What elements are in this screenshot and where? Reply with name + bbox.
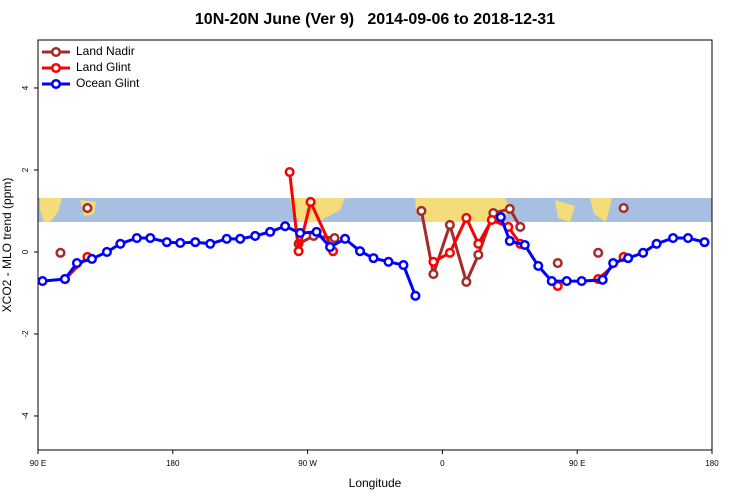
data-point (473, 249, 484, 260)
data-point (504, 203, 515, 214)
data-point (354, 246, 366, 257)
data-point (495, 212, 506, 223)
y-tick-label: 4 (21, 85, 30, 90)
data-point (552, 257, 563, 269)
data-point (651, 238, 662, 249)
data-point (86, 253, 97, 264)
data-point (235, 233, 246, 244)
legend-marker (50, 46, 62, 58)
data-point (115, 238, 126, 249)
data-point (682, 232, 694, 244)
data-point (284, 166, 295, 178)
data-point (504, 235, 515, 246)
legend-label: Land Nadir (76, 44, 135, 58)
data-point (428, 256, 439, 267)
data-point (71, 257, 82, 269)
land-shape (40, 198, 62, 222)
data-point (293, 246, 304, 257)
x-axis-label: Longitude (349, 476, 402, 490)
y-axis-label: XCO2 - MLO trend (ppm) (0, 178, 14, 313)
y-tick-label: -2 (21, 330, 30, 338)
data-point (473, 238, 484, 249)
land-shape (415, 198, 512, 222)
data-point (461, 276, 472, 287)
land-shape (555, 198, 612, 222)
data-point (82, 203, 93, 214)
x-tick-label: 180 (166, 459, 180, 468)
data-point (265, 226, 276, 237)
x-tick-label: 90 W (298, 459, 317, 468)
data-point (305, 196, 316, 207)
y-tick-label: 2 (21, 167, 30, 172)
plot-frame (37, 39, 713, 451)
map-strip (38, 198, 712, 222)
data-point (325, 242, 336, 253)
data-point (329, 232, 340, 244)
data-point (428, 269, 439, 280)
data-point (161, 237, 172, 248)
data-point (280, 221, 291, 232)
series (55, 203, 629, 287)
x-tick-label: 180 (705, 459, 719, 468)
land-shape (290, 198, 345, 222)
data-point (519, 239, 530, 251)
data-point (55, 247, 66, 258)
data-point (383, 256, 394, 267)
data-point (608, 257, 619, 269)
data-point (638, 247, 649, 258)
data-point (699, 237, 710, 248)
data-point (190, 237, 201, 248)
legend-marker (50, 62, 62, 74)
data-point (416, 205, 427, 217)
y-tick-label: -4 (21, 412, 30, 420)
legend-label: Ocean Glint (76, 76, 140, 90)
chart-title: 10N-20N June (Ver 9) 2014-09-06 to 2018-… (195, 11, 555, 28)
data-point (461, 212, 472, 223)
legend-marker (50, 78, 62, 90)
data-point (410, 290, 421, 301)
y-tick-label: 0 (21, 249, 30, 254)
data-point (398, 260, 409, 271)
data-point (593, 247, 604, 258)
data-point (368, 253, 379, 264)
legend-label: Land Glint (76, 60, 131, 74)
data-point (311, 226, 322, 237)
data-point (533, 260, 544, 271)
series (37, 212, 710, 301)
data-point (175, 237, 186, 248)
data-point (101, 246, 112, 258)
x-tick-label: 90 E (30, 459, 46, 468)
data-point (444, 247, 455, 258)
data-point (546, 276, 557, 287)
data-point (205, 238, 216, 249)
data-point (561, 276, 572, 287)
data-point (444, 219, 455, 230)
data-point (59, 273, 71, 285)
data-point (515, 221, 526, 233)
data-point (145, 232, 156, 244)
data-point (486, 214, 497, 226)
data-point (668, 232, 679, 244)
data-point (295, 228, 306, 239)
data-point (37, 276, 48, 287)
x-tick-label: 90 E (569, 459, 585, 468)
data-point (597, 274, 608, 285)
data-point (339, 233, 351, 244)
data-point (250, 230, 261, 242)
data-point (131, 232, 142, 244)
data-point (221, 233, 232, 244)
data-point (618, 203, 629, 214)
data-point (623, 253, 634, 264)
x-tick-label: 0 (440, 459, 445, 468)
legend: Land Nadir Land Glint Ocean Glint (42, 44, 140, 90)
data-point (576, 276, 587, 287)
